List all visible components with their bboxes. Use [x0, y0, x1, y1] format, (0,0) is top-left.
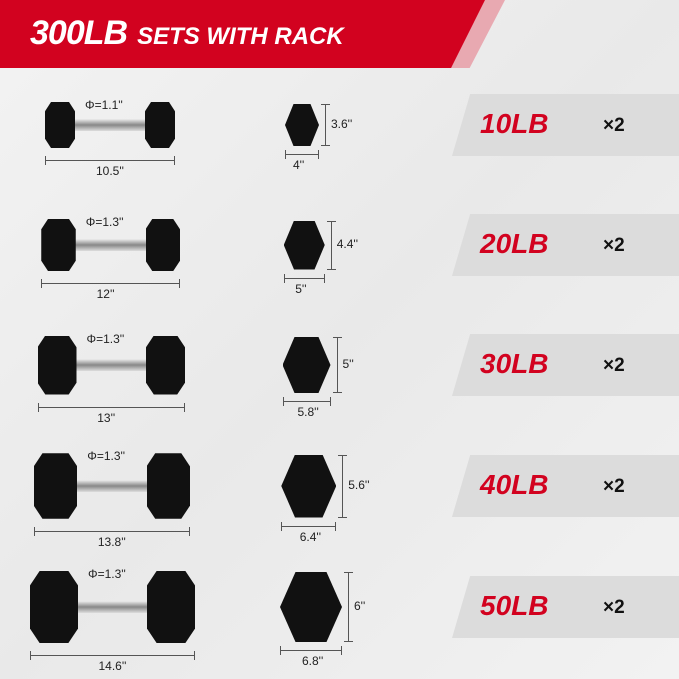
width-dimension-line [282, 397, 331, 406]
weight-label-banner [452, 214, 679, 276]
dumbbell-length: 10.5'' [96, 164, 124, 178]
weight-label: 50LB [480, 590, 549, 621]
handle-diameter: Φ=1.3'' [87, 449, 126, 464]
hex-width: 5'' [295, 281, 307, 296]
height-dimension-line [321, 104, 330, 146]
weight-row: Φ=1.3'' 13.8'' 5.6'' 6.4'' 40LB ×2 [0, 426, 679, 549]
height-dimension-line [332, 337, 342, 393]
length-dimension-line [30, 651, 195, 660]
hex-head-image [281, 454, 337, 518]
width-dimension-line [283, 273, 325, 283]
weight-label: 20LB [480, 228, 549, 259]
height-dimension-line [326, 220, 336, 270]
hex-height: 4.4'' [336, 237, 359, 251]
dumbbell-length: 13.8'' [97, 534, 126, 549]
hex-height: 5.6'' [348, 478, 370, 492]
page-title: 300LB SETS WITH RACK [30, 14, 344, 52]
hex-width: 4'' [293, 158, 305, 172]
width-dimension-line [285, 150, 319, 159]
weight-label-banner [452, 94, 679, 156]
height-dimension-line [338, 454, 348, 518]
hex-width: 5.8'' [297, 405, 319, 419]
length-dimension-line [41, 279, 180, 289]
length-dimension-line [45, 156, 175, 165]
handle-diameter: Φ=1.1'' [85, 98, 123, 112]
dumbbell-length: 12'' [96, 287, 115, 302]
weight-row: Φ=1.3'' 13'' 5'' 5.8'' 30LB ×2 [0, 305, 679, 425]
weight-label-banner [452, 455, 679, 517]
hex-head-image [280, 572, 342, 642]
hex-width: 6.8'' [302, 654, 324, 668]
handle-diameter: Φ=1.3'' [85, 214, 124, 229]
hex-head-image [282, 337, 331, 393]
weight-label: 30LB [480, 348, 549, 379]
handle-diameter: Φ=1.3'' [88, 567, 126, 581]
weight-label: 10LB [480, 108, 549, 139]
quantity-label: ×2 [603, 235, 625, 256]
hex-head-image [283, 220, 325, 270]
hex-height: 5'' [342, 357, 354, 371]
hex-height: 3.6'' [331, 117, 353, 131]
length-dimension-line [33, 526, 191, 536]
height-dimension-line [344, 572, 353, 642]
weight-label-banner [452, 576, 679, 638]
quantity-label: ×2 [603, 115, 625, 136]
width-dimension-line [280, 646, 342, 655]
quantity-label: ×2 [603, 597, 625, 618]
quantity-label: ×2 [603, 476, 625, 497]
quantity-label: ×2 [603, 355, 625, 376]
dumbbell-length: 13'' [97, 410, 116, 425]
weight-label-banner [452, 334, 679, 396]
weight-row: Φ=1.3'' 12'' 4.4'' 5'' 20LB ×2 [0, 185, 679, 305]
length-dimension-line [37, 402, 185, 412]
hex-head-image [285, 104, 319, 146]
weight-label: 40LB [480, 469, 549, 500]
hex-width: 6.4'' [299, 529, 322, 544]
hex-height: 6'' [354, 599, 366, 613]
weight-row: Φ=1.3'' 14.6'' 6'' 6.8'' 50LB ×2 [0, 547, 679, 673]
dumbbell-length: 14.6'' [98, 659, 127, 673]
width-dimension-line [281, 521, 337, 531]
header-banner: 300LB SETS WITH RACK [0, 0, 485, 68]
handle-diameter: Φ=1.3'' [86, 331, 125, 346]
weight-row: Φ=1.1'' 10.5'' 3.6'' 4'' 10LB ×2 [0, 65, 679, 185]
